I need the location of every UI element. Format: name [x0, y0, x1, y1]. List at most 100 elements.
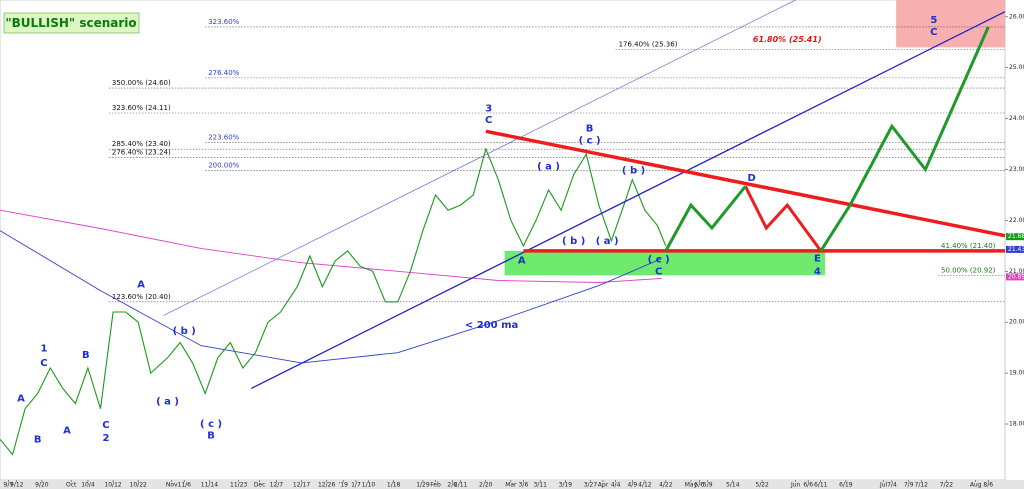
y-tick-label: 18.00	[1009, 421, 1024, 428]
y-tick-label: 19.00	[1009, 370, 1024, 377]
annotation: ( c )	[200, 419, 222, 430]
x-tick-label: 10/22	[130, 482, 147, 489]
annotation: ( c )	[648, 255, 670, 266]
x-tick-label: 2/11	[454, 482, 468, 489]
annotation: C	[485, 115, 492, 126]
trend-line	[163, 0, 796, 316]
price-tag-label: 20.89	[1008, 273, 1024, 280]
x-tick-label: Oct	[66, 482, 77, 489]
annotation: B	[586, 123, 594, 134]
x-tick-label: 3/11	[533, 482, 547, 489]
x-tick-label: 1/29	[416, 482, 430, 489]
title-box	[3, 12, 140, 34]
level-label: 200.00%	[208, 162, 239, 170]
x-tick-label: 4/9	[627, 482, 637, 489]
level-label: 50.00% (20.92)	[941, 266, 996, 274]
x-tick-label: 2/20	[479, 482, 493, 489]
x-tick-label: 11/23	[230, 482, 247, 489]
x-tick-label: 6/6	[803, 482, 813, 489]
annotation: C	[655, 266, 662, 277]
x-axis-band	[0, 480, 1024, 489]
y-tick-label: 22.00	[1009, 217, 1024, 224]
x-tick-label: Dec	[254, 482, 266, 489]
level-label: 323.60% (24.11)	[112, 104, 171, 112]
y-tick-label: 20.00	[1009, 319, 1024, 326]
annotation: 4	[814, 266, 821, 277]
x-tick-label: 9/12	[10, 482, 24, 489]
plot-area	[0, 0, 1006, 481]
x-tick-label: Mar	[505, 482, 517, 489]
annotation: A	[137, 280, 145, 291]
annotation: ( a )	[596, 236, 619, 247]
x-tick-label: 6/19	[839, 482, 853, 489]
x-tick-label: 7/4	[887, 482, 897, 489]
x-tick-label: 5/22	[755, 482, 769, 489]
level-label: 276.40% (23.24)	[112, 148, 171, 156]
annotation: C	[40, 358, 47, 369]
annotation: B	[207, 431, 215, 442]
annotation: ( b )	[173, 326, 196, 337]
x-tick-label: 6/11	[814, 482, 828, 489]
x-tick-label: 2/6	[447, 482, 457, 489]
annotation: E	[814, 254, 821, 265]
level-label: 276.40%	[208, 69, 239, 77]
moving-average	[0, 209, 662, 283]
annotation: 1	[40, 344, 47, 355]
x-tick-label: 7/22	[940, 482, 954, 489]
x-tick-label: 4/22	[659, 482, 673, 489]
x-tick-label: Jul	[879, 482, 888, 489]
price-tag-label: 21.43	[1008, 246, 1024, 253]
annotation: ( b )	[562, 236, 585, 247]
annotation: 2	[102, 433, 109, 444]
level-label: 285.40% (23.40)	[112, 140, 171, 148]
level-label: 41.40% (21.40)	[941, 242, 996, 250]
x-tick-label: 5/9	[703, 482, 713, 489]
x-tick-label: 1/18	[387, 482, 401, 489]
x-tick-label: May	[685, 482, 698, 489]
x-tick-label: 4/4	[611, 482, 621, 489]
price-tag	[1006, 245, 1024, 253]
x-tick-label: 12/26	[318, 482, 335, 489]
level-label: 223.60%	[208, 134, 239, 142]
zone	[504, 250, 825, 276]
price-tag	[1006, 273, 1024, 281]
y-tick-label: 21.00	[1009, 268, 1024, 275]
annotation: A	[17, 394, 25, 405]
level-label: 350.00% (24.60)	[112, 79, 171, 87]
annotation: C	[102, 420, 109, 431]
trend-line	[664, 185, 747, 252]
moving-average	[0, 230, 662, 364]
x-tick-label: 4/12	[638, 482, 652, 489]
annotation: 5	[930, 15, 937, 26]
trend-line	[251, 11, 1006, 389]
trend-line	[744, 185, 823, 252]
level-label: 323.60%	[208, 18, 239, 26]
annotation: B	[34, 434, 42, 445]
x-tick-label: 9/7	[4, 482, 14, 489]
annotation: 3	[485, 103, 492, 114]
annotation: A	[63, 426, 71, 437]
x-tick-label: 7/12	[915, 482, 929, 489]
annotation: D	[748, 173, 756, 184]
annotation: < 200 ma	[465, 320, 518, 331]
y-tick-label: 24.00	[1009, 115, 1024, 122]
x-tick-label: Nov	[166, 482, 178, 489]
x-tick-label: 12/17	[293, 482, 310, 489]
annotation: 61.80% (25.41)	[753, 35, 822, 44]
price-tag	[1006, 233, 1024, 241]
x-tick-label: Aug	[970, 482, 982, 489]
price-tag-label: 21.68	[1008, 233, 1024, 240]
level-label: 123.60% (20.40)	[112, 293, 171, 301]
x-tick-label: 5/6	[694, 482, 704, 489]
x-tick-label: 10/4	[81, 482, 95, 489]
x-tick-label: 8/6	[983, 482, 993, 489]
x-tick-label: 1/10	[362, 482, 376, 489]
annotation: ( c )	[579, 135, 601, 146]
annotation: ( a )	[156, 397, 179, 408]
price-line	[0, 147, 667, 456]
x-tick-label: 11/6	[178, 482, 192, 489]
annotation: C	[930, 27, 937, 38]
level-label: 176.40% (25.36)	[619, 40, 678, 48]
